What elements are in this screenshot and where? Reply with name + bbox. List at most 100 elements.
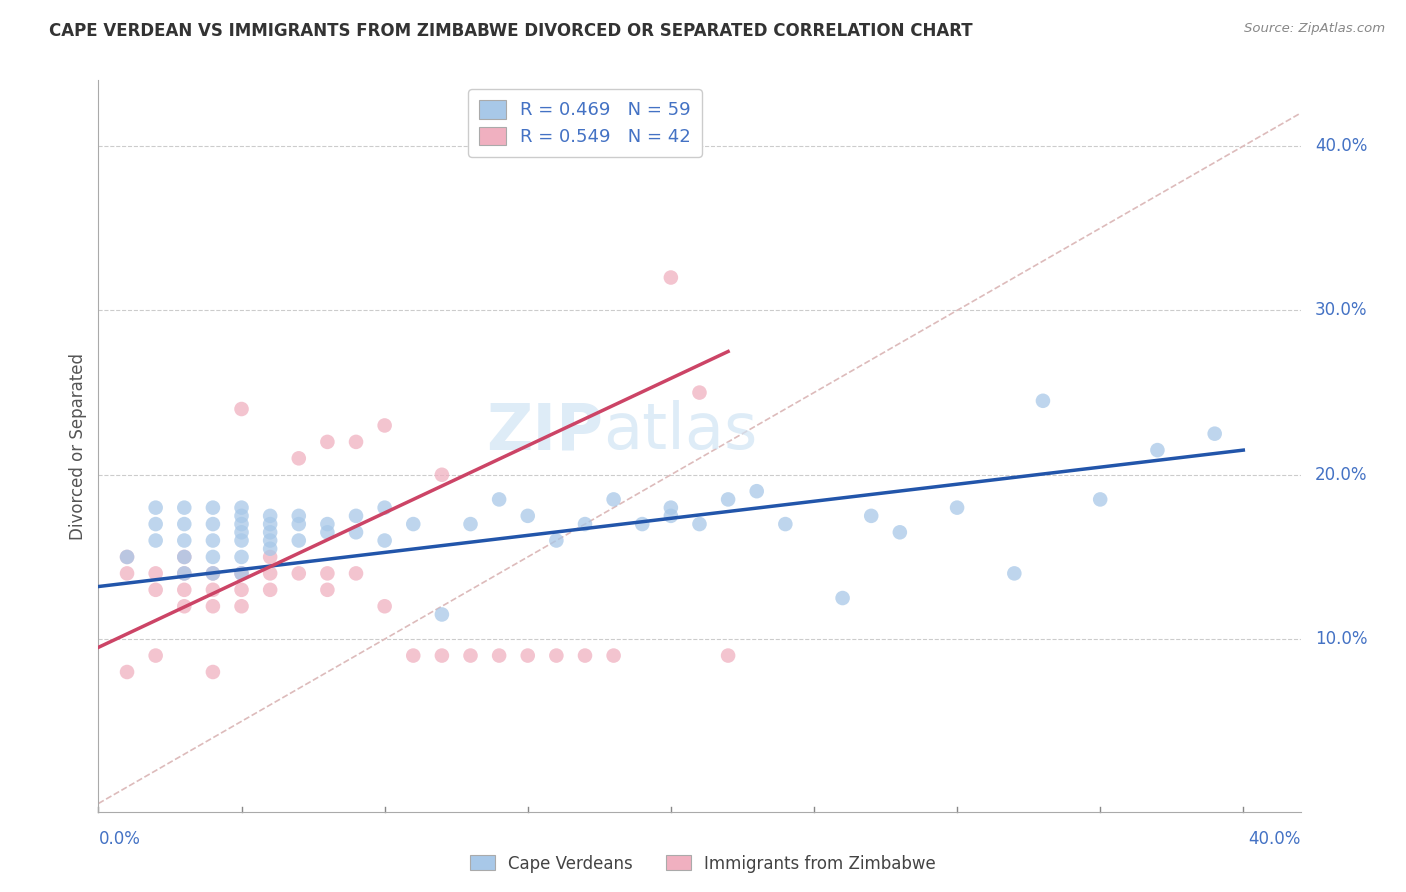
Point — [631, 517, 654, 532]
Point — [316, 434, 339, 449]
Text: 30.0%: 30.0% — [1315, 301, 1368, 319]
Text: 10.0%: 10.0% — [1315, 630, 1368, 648]
Point — [374, 533, 396, 548]
Point — [231, 402, 253, 417]
Point — [659, 500, 682, 515]
Point — [115, 549, 138, 564]
Point — [1146, 443, 1168, 458]
Point — [402, 648, 425, 663]
Point — [145, 517, 167, 532]
Point — [1002, 566, 1025, 581]
Text: ZIP: ZIP — [486, 401, 603, 462]
Point — [259, 541, 281, 556]
Legend: Cape Verdeans, Immigrants from Zimbabwe: Cape Verdeans, Immigrants from Zimbabwe — [463, 848, 943, 880]
Point — [173, 517, 195, 532]
Point — [173, 500, 195, 515]
Point — [259, 508, 281, 523]
Point — [287, 533, 309, 548]
Point — [145, 648, 167, 663]
Point — [231, 566, 253, 581]
Point — [259, 549, 281, 564]
Point — [259, 525, 281, 540]
Point — [201, 500, 224, 515]
Point — [344, 566, 367, 581]
Text: Source: ZipAtlas.com: Source: ZipAtlas.com — [1244, 22, 1385, 36]
Text: CAPE VERDEAN VS IMMIGRANTS FROM ZIMBABWE DIVORCED OR SEPARATED CORRELATION CHART: CAPE VERDEAN VS IMMIGRANTS FROM ZIMBABWE… — [49, 22, 973, 40]
Point — [659, 508, 682, 523]
Point — [717, 492, 740, 507]
Point — [115, 549, 138, 564]
Point — [316, 566, 339, 581]
Point — [173, 566, 195, 581]
Point — [201, 566, 224, 581]
Point — [173, 533, 195, 548]
Point — [1032, 393, 1054, 408]
Point — [574, 517, 596, 532]
Point — [860, 508, 883, 523]
Point — [201, 599, 224, 614]
Point — [344, 434, 367, 449]
Point — [460, 517, 482, 532]
Point — [173, 549, 195, 564]
Point — [231, 566, 253, 581]
Point — [231, 599, 253, 614]
Point — [259, 517, 281, 532]
Point — [430, 607, 453, 622]
Point — [374, 418, 396, 433]
Text: 40.0%: 40.0% — [1315, 137, 1368, 155]
Point — [173, 566, 195, 581]
Point — [516, 508, 538, 523]
Point — [173, 582, 195, 597]
Point — [231, 517, 253, 532]
Point — [287, 451, 309, 466]
Point — [1088, 492, 1111, 507]
Point — [287, 517, 309, 532]
Point — [145, 533, 167, 548]
Point — [201, 517, 224, 532]
Point — [231, 525, 253, 540]
Point — [231, 582, 253, 597]
Point — [460, 648, 482, 663]
Point — [659, 270, 682, 285]
Point — [602, 492, 624, 507]
Point — [546, 533, 568, 548]
Point — [402, 517, 425, 532]
Point — [574, 648, 596, 663]
Point — [259, 566, 281, 581]
Text: 0.0%: 0.0% — [98, 830, 141, 848]
Point — [115, 566, 138, 581]
Point — [231, 500, 253, 515]
Point — [201, 566, 224, 581]
Point — [316, 582, 339, 597]
Point — [374, 500, 396, 515]
Point — [231, 549, 253, 564]
Point — [201, 533, 224, 548]
Point — [201, 549, 224, 564]
Text: atlas: atlas — [603, 401, 758, 462]
Point — [201, 665, 224, 679]
Point — [145, 582, 167, 597]
Point — [145, 566, 167, 581]
Point — [488, 648, 510, 663]
Y-axis label: Divorced or Separated: Divorced or Separated — [69, 352, 87, 540]
Point — [173, 599, 195, 614]
Point — [717, 648, 740, 663]
Point — [688, 517, 710, 532]
Point — [775, 517, 797, 532]
Point — [259, 533, 281, 548]
Point — [145, 500, 167, 515]
Point — [831, 591, 853, 605]
Text: 40.0%: 40.0% — [1249, 830, 1301, 848]
Point — [516, 648, 538, 663]
Point — [173, 549, 195, 564]
Point — [316, 517, 339, 532]
Point — [889, 525, 911, 540]
Point — [374, 599, 396, 614]
Point — [430, 467, 453, 482]
Point — [688, 385, 710, 400]
Point — [430, 648, 453, 663]
Point — [488, 492, 510, 507]
Point — [602, 648, 624, 663]
Point — [946, 500, 969, 515]
Point — [344, 525, 367, 540]
